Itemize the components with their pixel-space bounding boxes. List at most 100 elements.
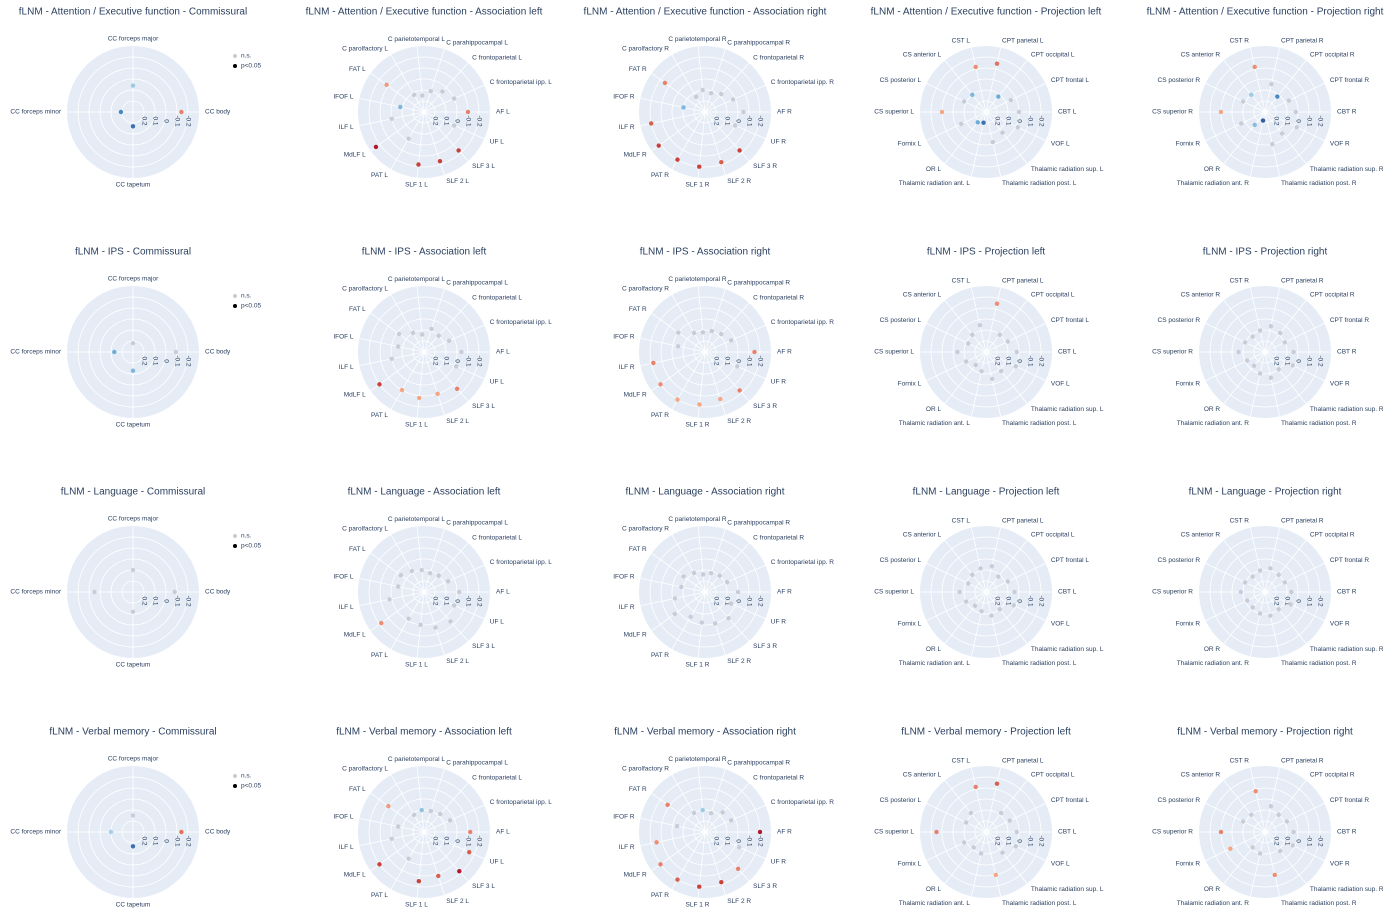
legend-label: p<0.05 xyxy=(241,63,261,70)
angular-label: SLF 2 L xyxy=(446,658,469,665)
radial-tick-label: -0.2 xyxy=(1037,835,1044,847)
angular-label: AF R xyxy=(777,109,792,116)
angular-label: MdLF L xyxy=(344,152,366,159)
data-point xyxy=(1276,607,1281,612)
radial-grid-line xyxy=(682,569,728,615)
radial-tick-label: 0 xyxy=(162,599,169,603)
radial-tick-label: 0.2 xyxy=(1272,356,1279,365)
angular-label: CST L xyxy=(952,38,971,45)
angular-label: Thalamic radiation sup. R xyxy=(1310,886,1384,893)
angular-label: IFOF R xyxy=(613,574,635,581)
data-point xyxy=(436,573,441,578)
radial-tick-label: -0.2 xyxy=(756,115,763,127)
data-point xyxy=(1012,589,1017,595)
angular-label: CPT occipital L xyxy=(1031,532,1075,539)
angular-label: CC forceps major xyxy=(108,516,159,523)
chart-title: fLNM - IPS - Projection left xyxy=(927,247,1046,258)
radial-grid-line xyxy=(412,820,436,844)
angular-label: Thalamic radiation post. R xyxy=(1281,420,1357,427)
data-point xyxy=(411,812,417,818)
angular-label: FAT R xyxy=(629,546,647,553)
angular-label: CBT L xyxy=(1058,349,1077,356)
data-point xyxy=(416,879,422,884)
radial-grid-line xyxy=(693,820,717,844)
data-point xyxy=(694,94,699,99)
angular-label: PAT R xyxy=(651,172,669,179)
data-point xyxy=(467,849,472,855)
angular-label: C parolfactory L xyxy=(342,525,388,532)
data-point xyxy=(395,824,401,829)
radial-tick-label: -0.1 xyxy=(173,835,180,847)
radial-grid-line xyxy=(99,558,167,626)
radial-grid-line xyxy=(121,580,145,604)
angular-label: CPT parietal R xyxy=(1281,518,1324,525)
data-point xyxy=(708,810,714,816)
angular-label: CS superior L xyxy=(874,829,914,836)
angular-label: SLF 1 L xyxy=(405,181,428,188)
radial-grid-line xyxy=(952,318,1020,386)
angular-label: CS anterior L xyxy=(903,52,942,59)
data-point xyxy=(1268,324,1274,329)
radial-grid-line xyxy=(412,100,436,124)
angular-label: Thalamic radiation sup. R xyxy=(1310,646,1384,653)
angular-label: SLF 2 L xyxy=(446,898,469,905)
radial-tick-label: 0.1 xyxy=(1283,356,1290,365)
radial-grid-line xyxy=(110,89,156,135)
data-point xyxy=(445,579,451,584)
angular-label: Thalamic radiation ant. L xyxy=(899,180,971,187)
angular-label: ILF L xyxy=(339,364,354,371)
data-point xyxy=(398,104,403,110)
angular-label: C frontoparietal ipp. R xyxy=(771,559,835,566)
radial-grid-line xyxy=(77,776,189,888)
chart-title: fLNM - Language - Commissural xyxy=(61,487,206,498)
polar-chart: fLNM - Attention / Executive function - … xyxy=(10,7,261,189)
data-point xyxy=(978,851,984,856)
data-point xyxy=(734,364,740,369)
angular-label: VOF L xyxy=(1051,860,1070,867)
data-point xyxy=(457,869,462,874)
polar-chart: fLNM - Attention / Executive function - … xyxy=(1147,7,1384,187)
radial-grid-line xyxy=(1253,820,1277,844)
data-point xyxy=(973,362,978,368)
radial-grid-line xyxy=(930,56,1042,168)
polar-chart: fLNM - IPS - Projection right 0.2 0.1 0 -0.1… xyxy=(1152,247,1384,427)
radial-tick-label: 0.2 xyxy=(140,836,147,845)
angular-label: VOF R xyxy=(1330,140,1350,147)
data-point xyxy=(1011,603,1016,608)
radial-grid-line xyxy=(390,318,458,386)
chart-title: fLNM - Language - Association right xyxy=(626,487,785,498)
data-point xyxy=(675,344,681,349)
data-point xyxy=(691,330,697,336)
data-point xyxy=(468,829,473,835)
data-point xyxy=(989,613,994,618)
legend-label: n.s. xyxy=(241,773,252,780)
angular-label: C parolfactory R xyxy=(622,765,669,772)
angular-label: CPT parietal L xyxy=(1002,518,1044,525)
legend-label: n.s. xyxy=(241,293,252,300)
angular-label: IFOF L xyxy=(333,334,354,341)
angular-label: OR R xyxy=(1204,646,1221,653)
angular-label: CST R xyxy=(1230,38,1250,45)
data-point xyxy=(719,160,724,165)
data-point xyxy=(1218,829,1224,835)
angular-label: CST R xyxy=(1230,758,1250,765)
angular-label: C frontoparietal ipp. L xyxy=(490,799,553,806)
legend-label: n.s. xyxy=(241,533,252,540)
chart-title: fLNM - Attention / Executive function - … xyxy=(306,7,543,18)
radial-tick-label: 0.2 xyxy=(431,596,438,605)
data-point xyxy=(994,301,1000,306)
radial-tick-label: -0.1 xyxy=(464,115,471,127)
data-point xyxy=(451,96,457,101)
angular-label: VOF L xyxy=(1051,140,1070,147)
data-point xyxy=(1250,605,1255,610)
radial-tick-label: 0.1 xyxy=(1283,596,1290,605)
radial-grid-line xyxy=(401,89,447,135)
data-point xyxy=(395,344,401,349)
polar-chart: fLNM - Attention / Executive function - … xyxy=(584,7,835,189)
radial-grid-line xyxy=(671,78,739,146)
data-point xyxy=(959,121,964,127)
data-point xyxy=(406,856,411,861)
chart-title: fLNM - Language - Projection left xyxy=(913,487,1060,498)
data-point xyxy=(1016,109,1022,115)
data-point xyxy=(377,382,382,387)
